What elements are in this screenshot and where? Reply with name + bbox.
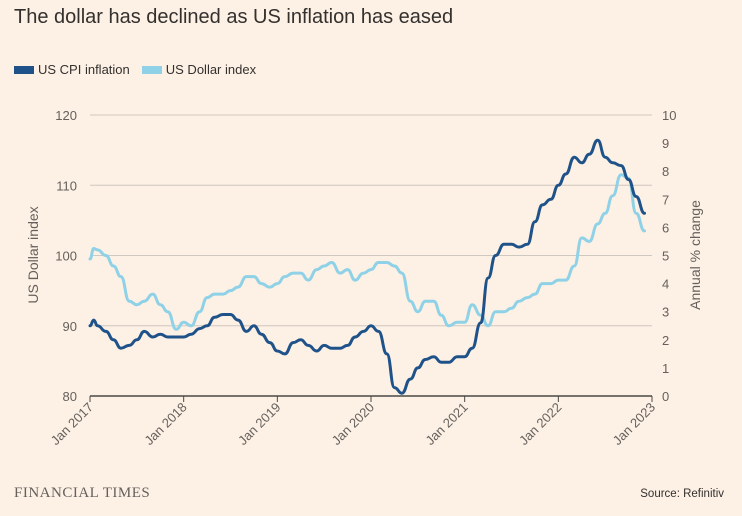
left-tick-label: 110 [56, 178, 77, 193]
series-line-cpi [88, 138, 646, 395]
left-tick-label: 120 [55, 108, 77, 123]
x-tick-label: Jan 2023 [610, 400, 658, 448]
x-tick-label: Jan 2017 [48, 400, 96, 448]
x-tick-label: Jan 2019 [235, 400, 283, 448]
x-tick-label: Jan 2022 [516, 400, 564, 448]
right-tick-label: 3 [662, 305, 669, 320]
left-axis-ticks: 80 90 100 110 120 [55, 108, 77, 404]
series-line-dollar [88, 173, 646, 331]
right-axis-label: Annual % change [687, 200, 703, 310]
legend-item-cpi: US CPI inflation [14, 62, 130, 77]
right-tick-label: 8 [662, 164, 669, 179]
legend-swatch-cpi [14, 65, 34, 74]
legend-item-dollar: US Dollar index [141, 62, 257, 77]
right-tick-label: 2 [662, 333, 669, 348]
left-tick-label: 100 [55, 249, 77, 264]
x-tick-label: Jan 2018 [141, 400, 189, 448]
x-tick-label: Jan 2021 [422, 400, 470, 448]
legend-swatch-dollar [141, 65, 162, 74]
legend-label-cpi: US CPI inflation [38, 62, 130, 77]
x-axis-ticks: Jan 2017 Jan 2018 Jan 2019 Jan 2020 Jan 2021… [48, 396, 658, 448]
right-tick-label: 7 [662, 192, 669, 207]
series-lines [88, 138, 646, 395]
right-tick-label: 5 [662, 249, 669, 264]
left-axis-label: US Dollar index [25, 206, 41, 303]
right-tick-label: 4 [662, 277, 669, 292]
left-tick-label: 90 [63, 319, 77, 334]
right-tick-label: 10 [662, 108, 676, 123]
legend-label-dollar: US Dollar index [165, 62, 257, 77]
gridlines [90, 114, 652, 397]
right-tick-label: 9 [662, 136, 669, 151]
x-tick-label: Jan 2020 [329, 400, 377, 448]
right-tick-label: 6 [662, 220, 669, 235]
chart-title: The dollar has declined as US inflation … [14, 6, 454, 28]
right-axis-ticks: 0 1 2 3 4 5 6 7 8 9 10 [662, 108, 676, 404]
right-tick-label: 0 [662, 389, 669, 404]
source-note: Source: Refinitiv [640, 488, 724, 500]
right-tick-label: 1 [662, 361, 669, 376]
brand-logo-text: FINANCIAL TIMES [14, 485, 151, 501]
legend: US CPI inflation US Dollar index [14, 62, 268, 77]
left-tick-label: 80 [63, 389, 77, 404]
